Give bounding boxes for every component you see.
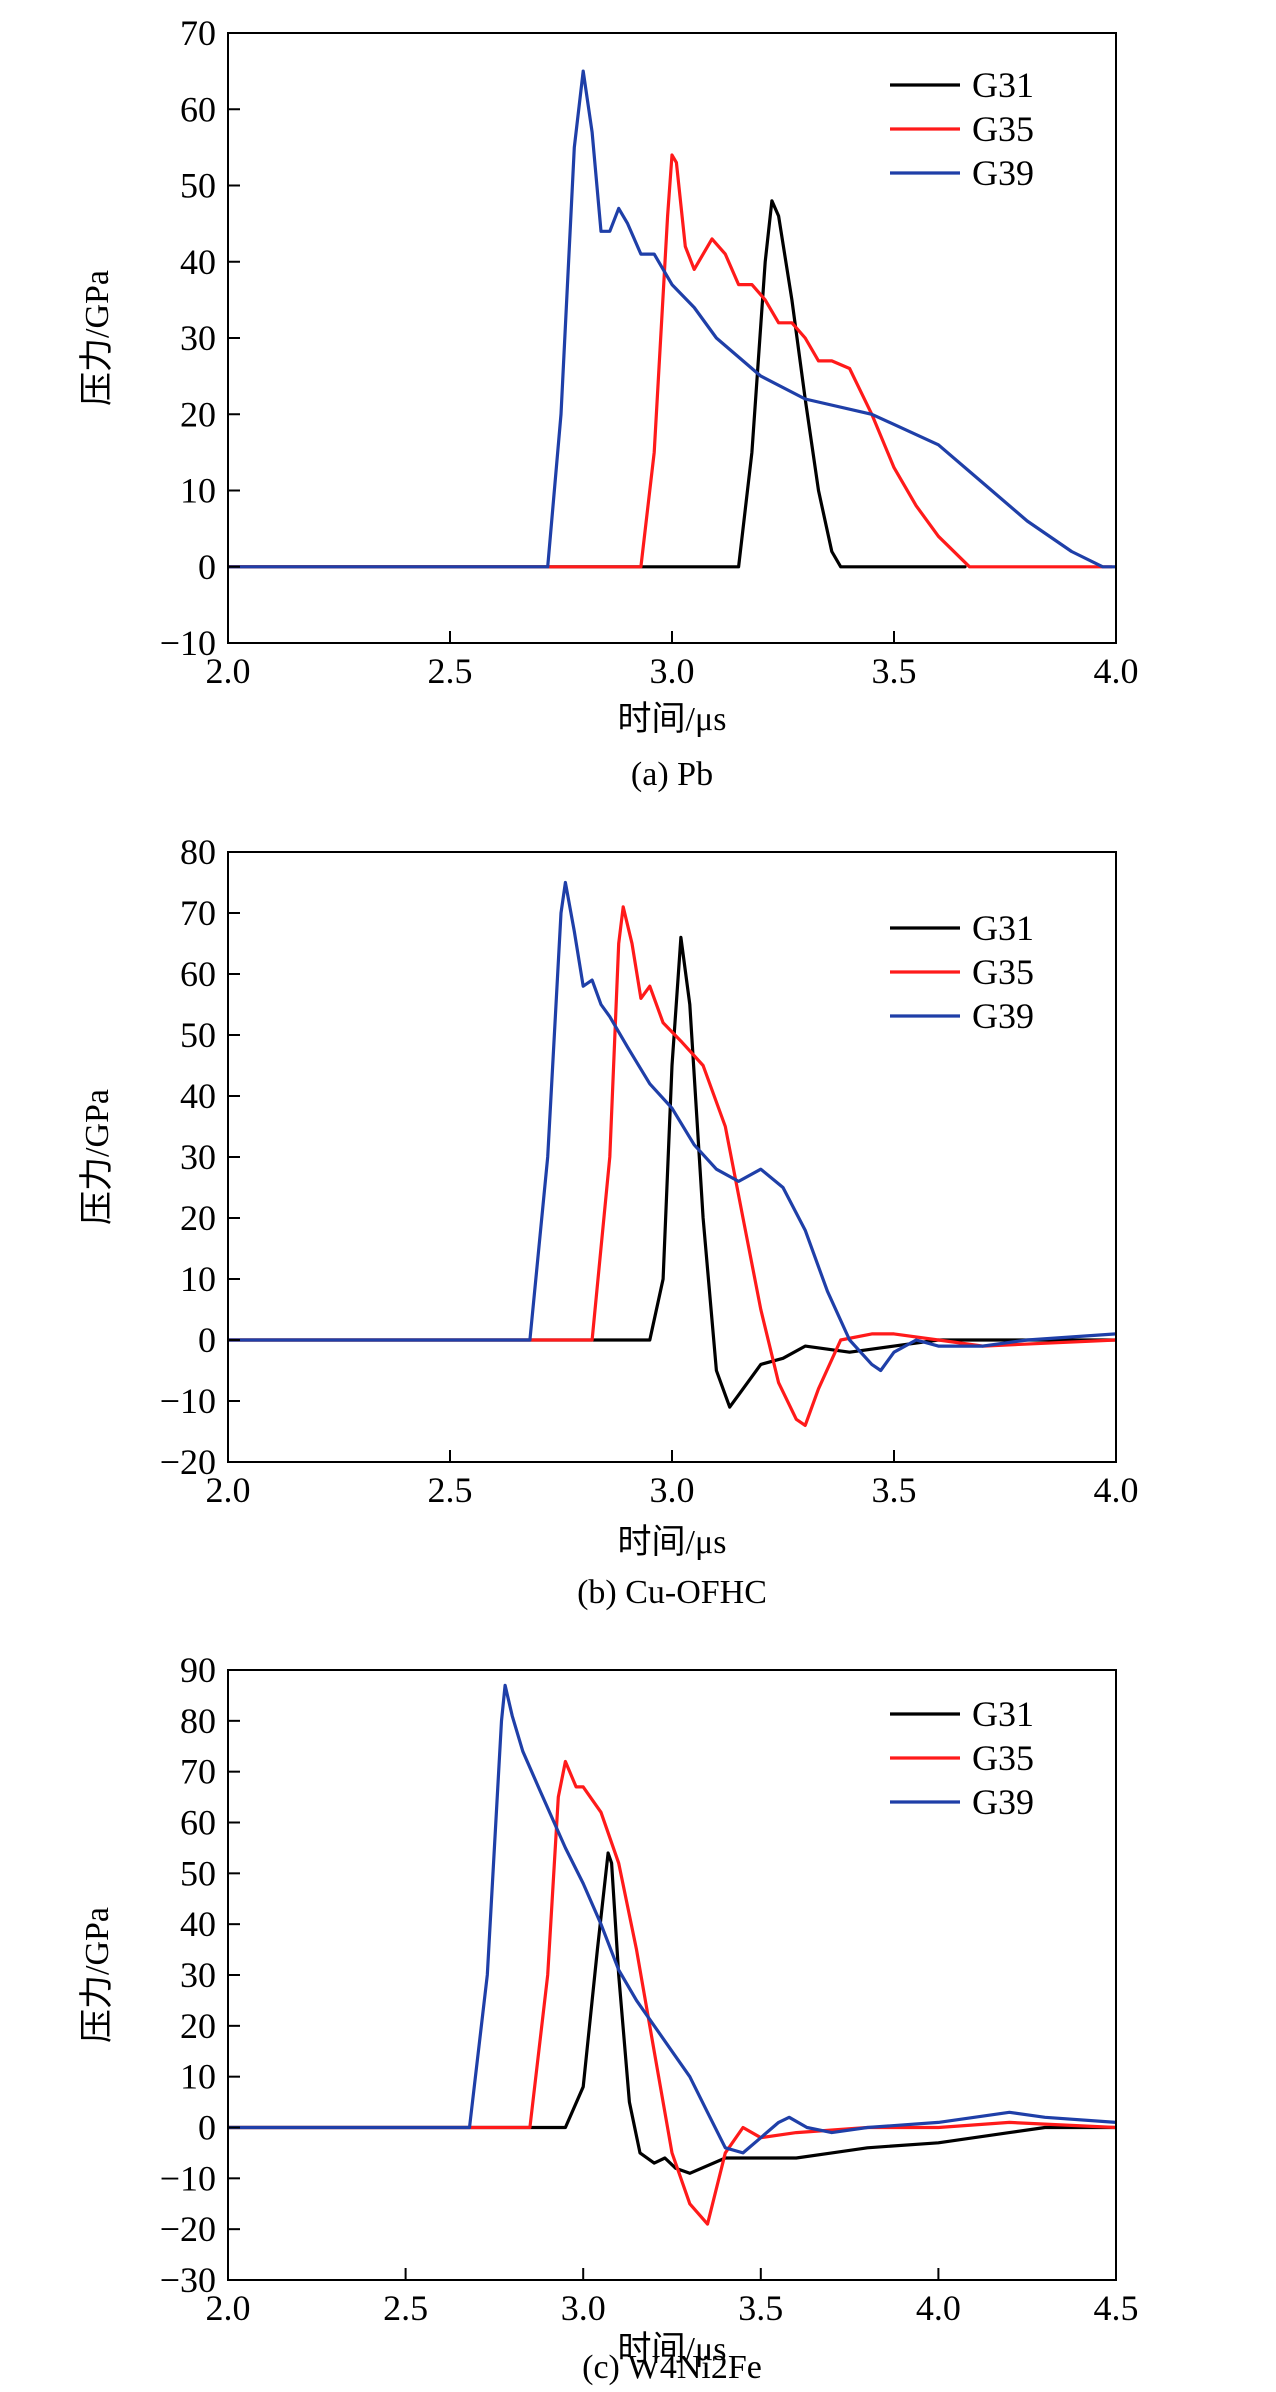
- x-tick-label: 4.5: [1094, 2288, 1139, 2328]
- x-tick-label: 3.0: [650, 651, 695, 691]
- y-tick-label: 80: [180, 1701, 216, 1741]
- y-axis-title: 压力/GPa: [78, 270, 116, 406]
- y-tick-label: 60: [180, 954, 216, 994]
- legend-label-g35: G35: [972, 1738, 1034, 1778]
- series-line-g35: [228, 153, 1114, 569]
- x-tick-label: 4.0: [1094, 651, 1139, 691]
- y-tick-label: −10: [160, 1381, 216, 1421]
- y-tick-label: −10: [160, 623, 216, 663]
- y-tick-label: 80: [180, 832, 216, 872]
- x-tick-label: 4.0: [916, 2288, 961, 2328]
- y-tick-label: 70: [180, 1752, 216, 1792]
- y-tick-label: 10: [180, 1259, 216, 1299]
- legend-label-g39: G39: [972, 996, 1034, 1036]
- x-tick-label: 2.0: [206, 651, 251, 691]
- chart-caption: (c) W4Ni2Fe: [582, 2349, 762, 2386]
- x-tick-label: 2.0: [206, 2288, 251, 2328]
- y-tick-label: 50: [180, 1015, 216, 1055]
- y-tick-label: −10: [160, 2158, 216, 2198]
- x-tick-label: 3.0: [561, 2288, 606, 2328]
- y-tick-label: 20: [180, 1198, 216, 1238]
- x-tick-label: 3.5: [872, 651, 917, 691]
- x-tick-label: 4.0: [1094, 1470, 1139, 1510]
- chart-panel-0: 2.0 2.5 3.0 3.5 4.0 −10 0 10 20 30 40 50 60 70 时间/μs 压力…: [78, 13, 1139, 793]
- y-tick-label: 70: [180, 13, 216, 53]
- series-line-g31: [228, 935, 1116, 1409]
- legend-label-g31: G31: [972, 1694, 1034, 1734]
- y-tick-label: 40: [180, 242, 216, 282]
- legend-label-g31: G31: [972, 908, 1034, 948]
- chart-panel-2: 2.0 2.5 3.0 3.5 4.0 4.5 −30 −20 −10 0 10 20 30 40 50 60…: [78, 1650, 1139, 2386]
- y-axis-title: 压力/GPa: [78, 1089, 116, 1225]
- x-tick-label: 2.5: [383, 2288, 428, 2328]
- y-tick-label: 30: [180, 1955, 216, 1995]
- x-tick-label: 3.5: [738, 2288, 783, 2328]
- chart-panel-1: 2.0 2.5 3.0 3.5 4.0 −20 −10 0 10 20 30 40 50 60 70 80 时间…: [78, 832, 1139, 1611]
- legend-label-g35: G35: [972, 109, 1034, 149]
- y-tick-label: 90: [180, 1650, 216, 1690]
- y-tick-label: 30: [180, 1137, 216, 1177]
- legend-label-g31: G31: [972, 65, 1034, 105]
- y-tick-label: 40: [180, 1904, 216, 1944]
- chart-caption: (a) Pb: [631, 756, 713, 793]
- x-axis-title: 时间/μs: [618, 1524, 727, 1561]
- y-tick-label: 0: [198, 547, 216, 587]
- series-line-g35: [228, 905, 1116, 1428]
- legend-label-g35: G35: [972, 952, 1034, 992]
- y-tick-label: 30: [180, 318, 216, 358]
- y-tick-label: 10: [180, 2057, 216, 2097]
- series-line-g39: [228, 1683, 1116, 2155]
- y-tick-label: 20: [180, 394, 216, 434]
- x-tick-label: 2.5: [428, 651, 473, 691]
- y-axis-title: 压力/GPa: [78, 1907, 116, 2043]
- y-tick-label: 50: [180, 1853, 216, 1893]
- y-tick-label: −30: [160, 2260, 216, 2300]
- chart-caption: (b) Cu-OFHC: [577, 1574, 767, 1611]
- series-line-g31: [228, 1851, 1116, 2175]
- x-axis-title: 时间/μs: [618, 2331, 727, 2368]
- series-line-g31: [228, 199, 967, 569]
- x-axis-title: 时间/μs: [618, 701, 727, 738]
- x-tick-label: 2.5: [428, 1470, 473, 1510]
- y-tick-label: −20: [160, 2209, 216, 2249]
- y-tick-label: 60: [180, 89, 216, 129]
- y-tick-label: 40: [180, 1076, 216, 1116]
- y-tick-label: 70: [180, 893, 216, 933]
- y-tick-label: 50: [180, 166, 216, 206]
- y-tick-label: 60: [180, 1803, 216, 1843]
- y-tick-label: 0: [198, 1320, 216, 1360]
- x-tick-label: 3.0: [650, 1470, 695, 1510]
- series-line-g39: [228, 880, 1116, 1373]
- series-line-g35: [228, 1759, 1116, 2226]
- x-tick-label: 2.0: [206, 1470, 251, 1510]
- legend-label-g39: G39: [972, 1782, 1034, 1822]
- series-line-g39: [228, 69, 1116, 569]
- legend-label-g39: G39: [972, 153, 1034, 193]
- y-tick-label: −20: [160, 1442, 216, 1482]
- y-tick-label: 10: [180, 471, 216, 511]
- y-tick-label: 20: [180, 2006, 216, 2046]
- x-tick-label: 3.5: [872, 1470, 917, 1510]
- y-tick-label: 0: [198, 2108, 216, 2148]
